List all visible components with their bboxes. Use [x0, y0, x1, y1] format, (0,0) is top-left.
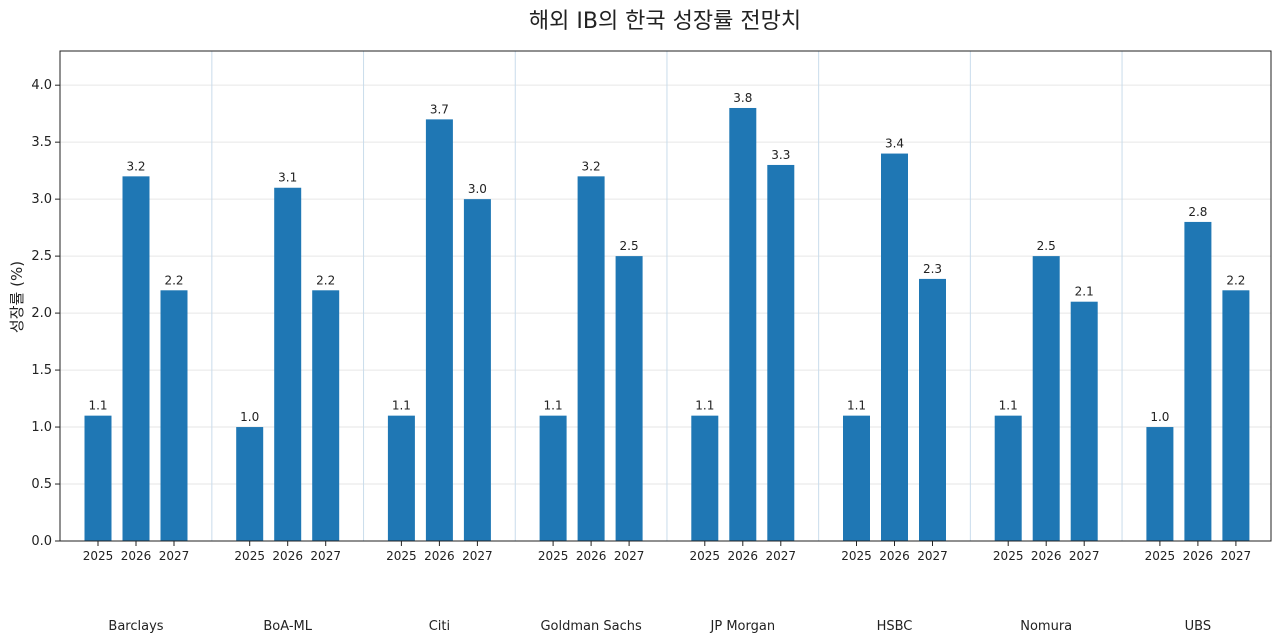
- bar: [1032, 256, 1060, 541]
- bar: [539, 415, 567, 541]
- bar-value-label: 3.0: [468, 182, 487, 196]
- x-tick-label: 2025: [83, 549, 114, 563]
- bar-value-label: 2.8: [1188, 205, 1207, 219]
- x-tick-label: 2026: [879, 549, 910, 563]
- bar-value-label: 1.0: [240, 410, 259, 424]
- bar-value-label: 3.2: [126, 159, 145, 173]
- x-tick-label: 2026: [424, 549, 455, 563]
- group-label: BoA-ML: [263, 619, 312, 634]
- x-tick-label: 2026: [1183, 549, 1214, 563]
- x-tick-label: 2027: [1221, 549, 1252, 563]
- x-tick-label: 2027: [614, 549, 645, 563]
- bar: [1146, 427, 1174, 541]
- bar-value-label: 3.7: [430, 102, 449, 116]
- bar-value-label: 2.2: [316, 273, 335, 287]
- group-label: UBS: [1185, 619, 1211, 634]
- bar: [994, 415, 1022, 541]
- group-label: HSBC: [877, 619, 913, 634]
- bar-value-label: 2.1: [1075, 285, 1094, 299]
- x-tick-label: 2027: [310, 549, 341, 563]
- bar: [1184, 221, 1212, 541]
- x-tick-label: 2026: [272, 549, 303, 563]
- bar-value-label: 3.2: [582, 159, 601, 173]
- bar-value-label: 2.5: [620, 239, 639, 253]
- bar-value-label: 3.3: [771, 148, 790, 162]
- y-tick-label: 3.5: [31, 135, 52, 150]
- y-axis-label: 성장률 (%): [8, 261, 26, 333]
- axis-layer: 0.0 0.5 1.0 1.5 2.0 2.5 3.0 3.5 4.0 2025 2026 2027 B…: [31, 78, 1251, 634]
- x-tick-label: 2025: [690, 549, 721, 563]
- bar-value-label: 3.8: [733, 91, 752, 105]
- bar-value-label: 2.5: [1037, 239, 1056, 253]
- x-tick-label: 2027: [462, 549, 493, 563]
- x-tick-label: 2026: [1031, 549, 1062, 563]
- bar: [767, 164, 795, 541]
- bar: [729, 107, 757, 541]
- x-tick-label: 2027: [1069, 549, 1100, 563]
- bar: [160, 290, 188, 541]
- bars-layer: [84, 107, 1250, 542]
- chart-title: 해외 IB의 한국 성장률 전망치: [529, 9, 801, 34]
- bar: [84, 415, 112, 541]
- bar-value-label: 2.2: [1226, 273, 1245, 287]
- bar: [1070, 301, 1098, 541]
- bar: [691, 415, 719, 541]
- x-tick-label: 2025: [993, 549, 1024, 563]
- group-label: Barclays: [108, 619, 163, 634]
- bar: [312, 290, 340, 541]
- bar-value-label: 3.4: [885, 137, 904, 151]
- bar: [463, 199, 491, 542]
- y-tick-label: 0.5: [31, 477, 52, 492]
- x-tick-label: 2025: [1145, 549, 1176, 563]
- bar-value-label: 1.1: [88, 399, 107, 413]
- x-tick-label: 2025: [538, 549, 569, 563]
- labels-layer: 1.1 3.2 2.2 1.0 3.1 2.2 1.1 3.7 3.0 1.1 3.2 2.5 1.1 3…: [88, 91, 1245, 424]
- bar: [425, 119, 453, 541]
- y-tick-label: 2.0: [31, 306, 52, 321]
- y-tick-label: 3.0: [31, 192, 52, 207]
- x-tick-label: 2026: [576, 549, 607, 563]
- bar: [122, 176, 150, 542]
- bar: [843, 415, 870, 541]
- y-tick-label: 4.0: [31, 78, 52, 93]
- x-tick-label: 2027: [766, 549, 797, 563]
- bar: [236, 427, 264, 541]
- bar: [387, 415, 415, 541]
- group-label: Nomura: [1020, 619, 1072, 634]
- x-tick-label: 2027: [917, 549, 948, 563]
- x-tick-label: 2025: [386, 549, 417, 563]
- bar: [1222, 290, 1250, 541]
- bar: [274, 187, 302, 541]
- bar: [615, 256, 643, 541]
- y-tick-label: 1.0: [31, 420, 52, 435]
- x-tick-label: 2026: [121, 549, 152, 563]
- bar: [919, 278, 946, 541]
- bar-value-label: 1.0: [1150, 410, 1169, 424]
- y-tick-label: 1.5: [31, 363, 52, 378]
- bar: [881, 153, 908, 541]
- bar-value-label: 3.1: [278, 171, 297, 185]
- plot-frame: [59, 50, 1272, 542]
- bar-value-label: 1.1: [392, 399, 411, 413]
- bar-value-label: 2.2: [164, 273, 183, 287]
- x-tick-label: 2025: [841, 549, 872, 563]
- x-tick-label: 2025: [234, 549, 265, 563]
- bar-value-label: 2.3: [923, 262, 942, 276]
- bar-value-label: 1.1: [695, 399, 714, 413]
- bar-value-label: 1.1: [544, 399, 563, 413]
- bar-value-label: 1.1: [847, 399, 866, 413]
- x-tick-label: 2026: [728, 549, 759, 563]
- y-tick-label: 0.0: [31, 534, 52, 549]
- bar: [577, 176, 605, 542]
- grid-layer: [60, 51, 1271, 541]
- group-label: Goldman Sachs: [540, 619, 641, 634]
- x-tick-label: 2027: [159, 549, 190, 563]
- bar-value-label: 1.1: [999, 399, 1018, 413]
- group-label: JP Morgan: [710, 619, 776, 634]
- y-tick-label: 2.5: [31, 249, 52, 264]
- group-label: Citi: [429, 619, 450, 634]
